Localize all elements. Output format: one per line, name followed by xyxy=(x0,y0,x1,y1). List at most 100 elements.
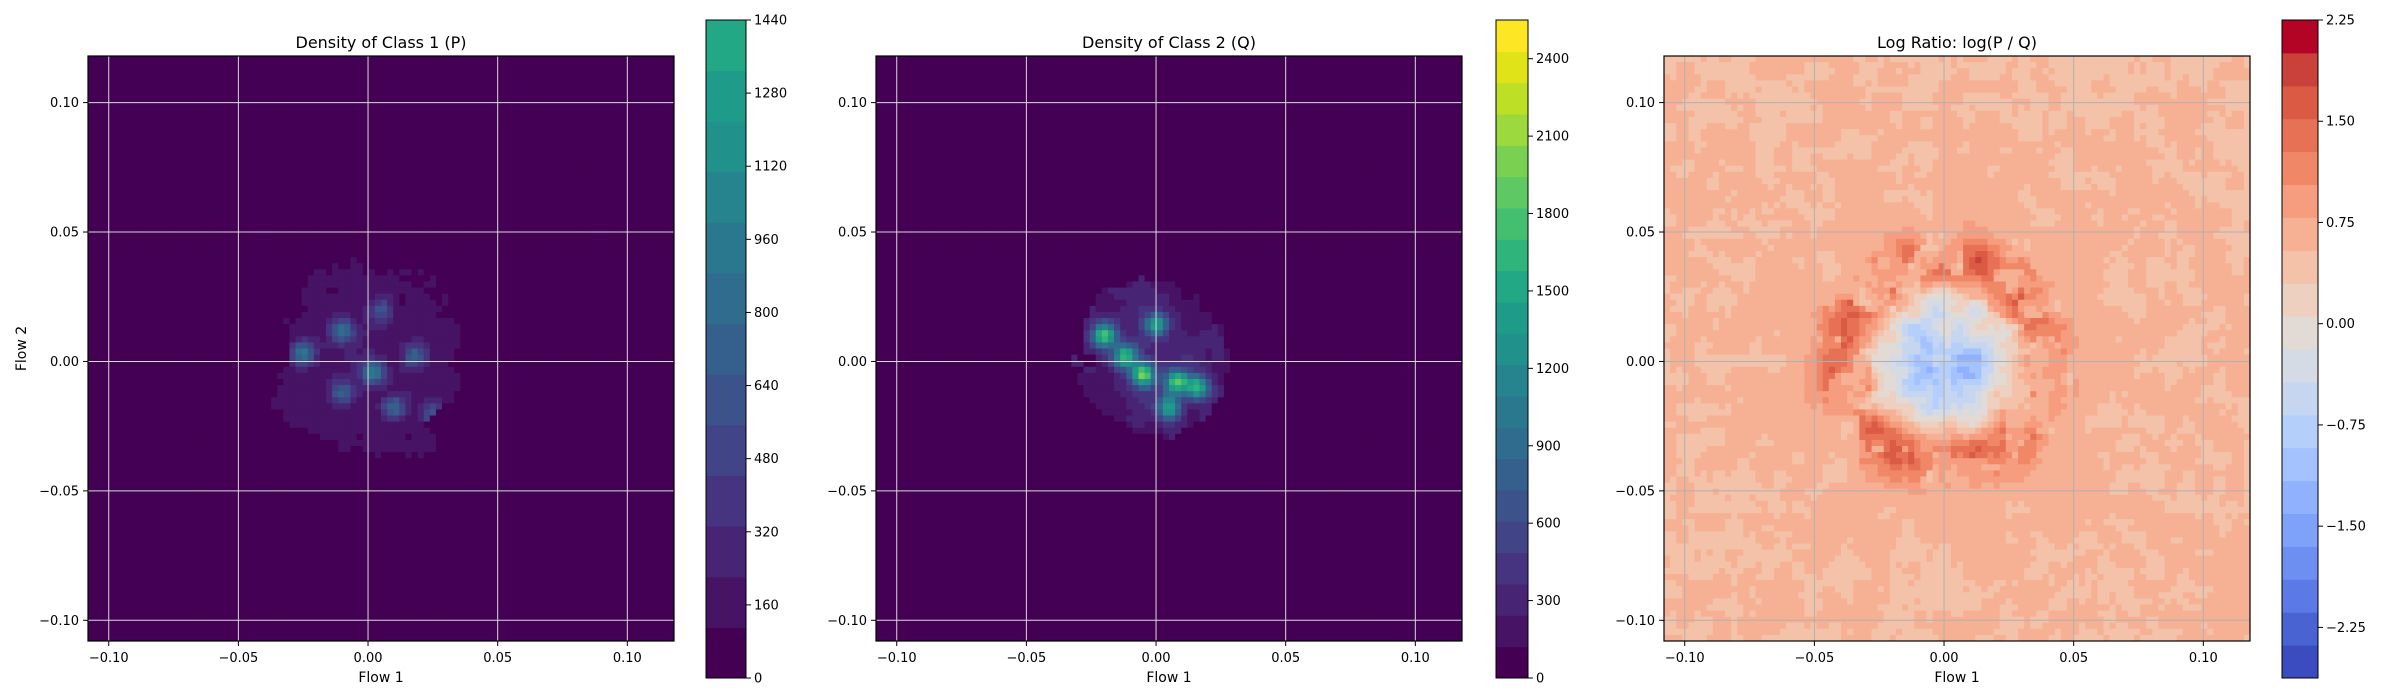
colorbar-segment xyxy=(706,526,746,578)
colorbar-segment xyxy=(706,171,746,223)
x-tick-label: 0.10 xyxy=(613,651,642,666)
x-tick-label: 0.05 xyxy=(2059,651,2088,666)
y-tick-label: −0.10 xyxy=(1615,614,1655,629)
chart-panel-1: −0.10 −0.05 0.00 0.05 0.10 −0.10 −0.05 0.00 0.05… xyxy=(14,14,787,687)
colorbar-segment xyxy=(2282,85,2318,120)
colorbar-segment xyxy=(1496,458,1528,491)
colorbar-segment xyxy=(706,475,746,527)
y-axis-label: Flow 2 xyxy=(14,326,30,371)
colorbar-segment xyxy=(1496,490,1528,522)
colorbar-segment xyxy=(1496,176,1528,209)
chart-title: Density of Class 1 (P) xyxy=(296,33,467,52)
axes-frame xyxy=(875,55,1463,642)
colorbar: 0 160 320 480 640 800 960 1120 1280 1440 xyxy=(705,14,787,687)
colorbar-segment xyxy=(706,576,746,628)
y-tick-label: −0.10 xyxy=(39,614,79,629)
y-tick-label: −0.10 xyxy=(827,614,867,629)
colorbar-segment xyxy=(1496,302,1528,334)
colorbar-tick-label: 480 xyxy=(754,452,779,467)
y-tick-label: 0.05 xyxy=(1626,226,1655,241)
colorbar-segment xyxy=(706,121,746,173)
colorbar-frame xyxy=(1495,19,1529,679)
colorbar-segment xyxy=(706,627,746,679)
colorbar-tick-label: 900 xyxy=(1536,439,1561,454)
y-tick-label: 0.10 xyxy=(50,96,79,111)
colorbar-segment xyxy=(1496,427,1528,460)
chart-title: Density of Class 2 (Q) xyxy=(1082,33,1256,52)
colorbar-segment xyxy=(1496,208,1528,240)
colorbar-segment xyxy=(2282,513,2318,547)
x-tick-label: −0.10 xyxy=(877,651,917,666)
x-axis-label: Flow 1 xyxy=(1934,670,1979,686)
colorbar-tick-label: 0.75 xyxy=(2326,216,2355,231)
colorbar-segment xyxy=(2282,118,2318,153)
colorbar-tick-label: −0.75 xyxy=(2326,418,2366,433)
colorbar-tick-label: 2400 xyxy=(1536,52,1569,67)
y-tick-label: −0.05 xyxy=(827,484,867,499)
colorbar-segment xyxy=(706,424,746,477)
colorbar-segment xyxy=(1496,521,1528,554)
colorbar-segment xyxy=(2282,20,2318,54)
colorbar-tick-label: 1.50 xyxy=(2326,115,2355,130)
colorbar-segment xyxy=(1496,114,1528,146)
colorbar: −2.25 −1.50 −0.75 0.00 0.75 1.50 2.25 xyxy=(2281,14,2366,679)
x-tick-label: 0.05 xyxy=(483,651,512,666)
colorbar-tick-label: 640 xyxy=(754,379,779,394)
colorbar-segment xyxy=(1496,364,1528,397)
colorbar-tick-label: 0 xyxy=(1536,672,1544,687)
colorbar-tick-label: 1280 xyxy=(754,87,787,102)
colorbar-segment xyxy=(2282,579,2318,613)
colorbar-frame xyxy=(2281,19,2319,679)
colorbar-segment xyxy=(1496,145,1528,178)
colorbar-segment xyxy=(2282,283,2318,317)
colorbar: 0 300 600 900 1200 1500 1800 2100 2400 xyxy=(1495,19,1569,687)
y-tick-label: 0.00 xyxy=(50,355,79,370)
colorbar-segment xyxy=(2282,151,2318,185)
x-tick-label: 0.00 xyxy=(1930,651,1959,666)
x-tick-label: 0.05 xyxy=(1271,651,1300,666)
colorbar-tick-label: 0.00 xyxy=(2326,317,2355,332)
colorbar-segment xyxy=(1496,270,1528,303)
colorbar-segment xyxy=(706,374,746,426)
colorbar-segment xyxy=(706,222,746,274)
colorbar-tick-label: 1800 xyxy=(1536,207,1569,222)
colorbar-segment xyxy=(2282,645,2318,679)
colorbar-tick-label: 320 xyxy=(754,525,779,540)
colorbar-segment xyxy=(1496,20,1528,52)
colorbar-tick-label: 1120 xyxy=(754,160,787,175)
x-tick-label: 0.10 xyxy=(2189,651,2218,666)
colorbar-tick-label: 1500 xyxy=(1536,284,1569,299)
colorbar-segment xyxy=(2282,546,2318,580)
y-tick-label: 0.00 xyxy=(1626,355,1655,370)
colorbar-tick-label: 2.25 xyxy=(2326,14,2355,29)
colorbar-segment xyxy=(2282,414,2318,449)
colorbar-tick-label: 800 xyxy=(754,306,779,321)
x-tick-label: −0.10 xyxy=(89,651,129,666)
x-axis-label: Flow 1 xyxy=(1146,670,1191,686)
colorbar-segment xyxy=(1496,396,1528,428)
colorbar-segment xyxy=(2282,316,2318,350)
x-tick-label: −0.05 xyxy=(1006,651,1046,666)
colorbar-segment xyxy=(2282,480,2318,514)
colorbar-segment xyxy=(2282,381,2318,416)
colorbar-segment xyxy=(706,20,746,72)
chart-panel-2: −0.10 −0.05 0.00 0.05 0.10 −0.10 −0.05 0.00 0.05… xyxy=(827,19,1569,687)
colorbar-segment xyxy=(706,323,746,375)
colorbar-segment xyxy=(1496,615,1528,648)
colorbar-tick-label: 2100 xyxy=(1536,130,1569,145)
colorbar-segment xyxy=(706,273,746,325)
heatmap-field xyxy=(88,56,674,641)
y-tick-label: 0.10 xyxy=(1626,96,1655,111)
axes-frame xyxy=(87,55,675,642)
colorbar-segment xyxy=(2282,217,2318,251)
colorbar-segment xyxy=(2282,447,2318,482)
x-axis-label: Flow 1 xyxy=(358,670,403,686)
colorbar-tick-label: −1.50 xyxy=(2326,520,2366,535)
chart-panel-3: −0.10 −0.05 0.00 0.05 0.10 −0.10 −0.05 0.00 0.05… xyxy=(1615,14,2366,687)
heatmap-field xyxy=(1664,56,2250,641)
colorbar-segment xyxy=(706,70,746,122)
colorbar-segment xyxy=(2282,349,2318,383)
y-tick-label: −0.05 xyxy=(1615,484,1655,499)
chart-title: Log Ratio: log(P / Q) xyxy=(1877,33,2037,52)
